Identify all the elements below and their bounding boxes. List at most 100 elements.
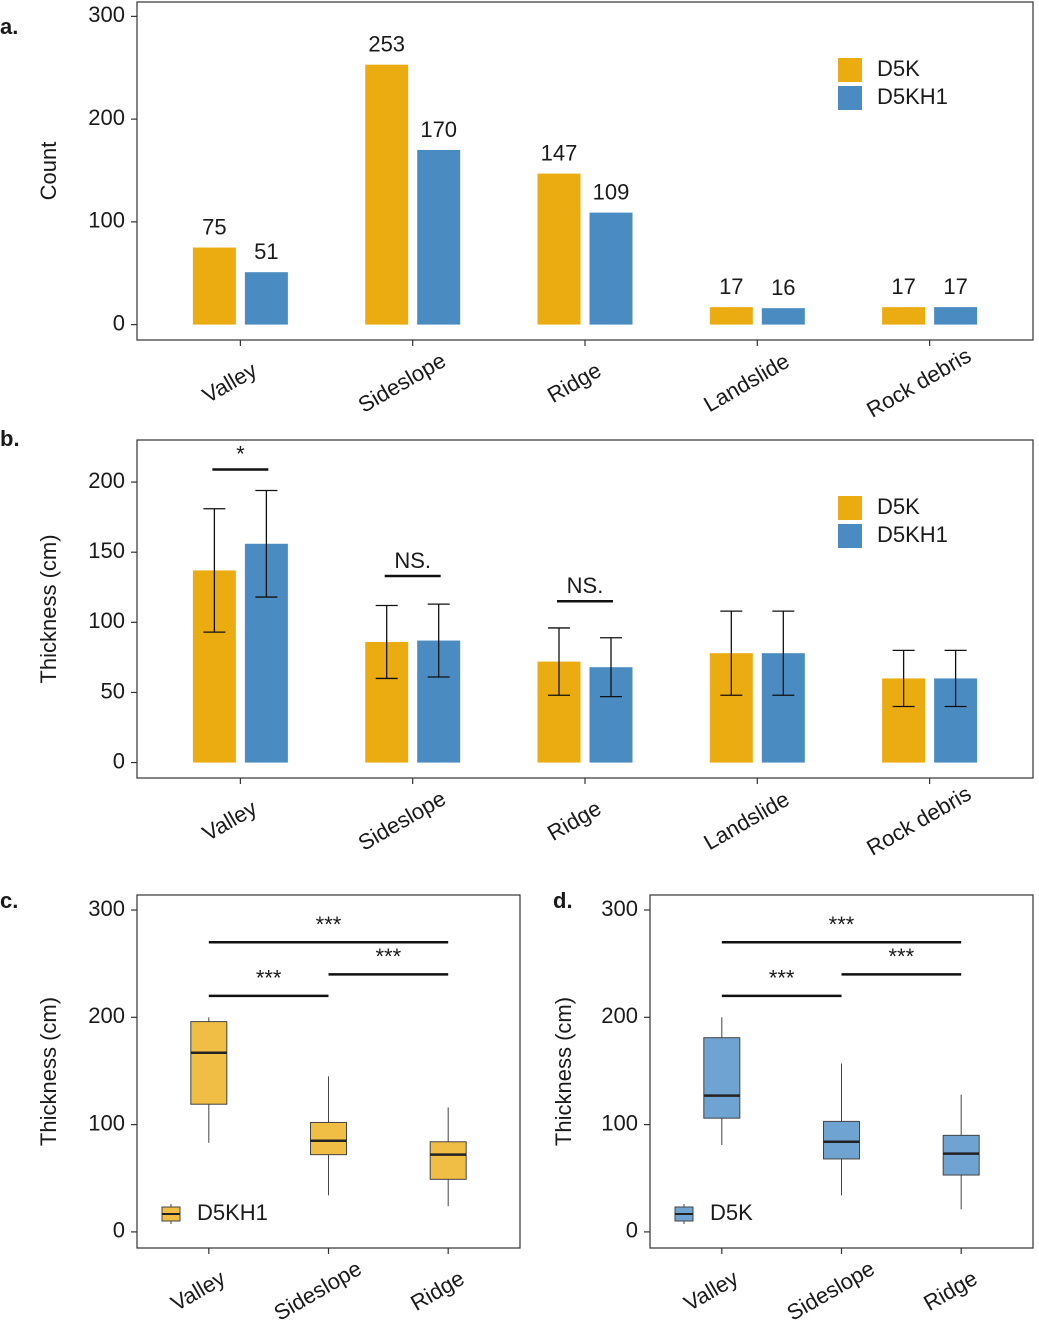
bar — [417, 149, 461, 325]
legend-item: D5KH1 — [838, 522, 948, 548]
box — [310, 1121, 347, 1156]
y-tick-label: 100 — [88, 208, 125, 233]
legend-key — [838, 86, 862, 110]
y-tick-label: 100 — [88, 608, 125, 633]
x-tick-label: Valley — [679, 1265, 742, 1316]
error-bar — [255, 489, 278, 598]
data-label: 75 — [202, 214, 226, 239]
x-tick-label: Ridge — [406, 1265, 468, 1315]
legend-key — [838, 524, 862, 548]
bar — [882, 307, 926, 325]
data-label: 109 — [593, 179, 630, 204]
y-tick-label: 100 — [88, 1110, 125, 1135]
legend-label: D5KH1 — [877, 84, 948, 109]
x-tick-label: Ridge — [543, 795, 605, 845]
bar — [192, 247, 236, 325]
data-label: 253 — [368, 31, 405, 56]
legend-label: D5KH1 — [877, 522, 948, 547]
y-tick-label: 0 — [113, 1218, 125, 1243]
error-bar — [203, 508, 226, 633]
error-bar — [720, 610, 743, 696]
bar — [537, 173, 581, 325]
comparison-label: *** — [316, 912, 342, 937]
significance-label: NS. — [394, 548, 431, 573]
x-tick-label: Valley — [198, 795, 261, 846]
panel: b. Thickness (cm) 0 50 100 150 200 Valley Sidesl… — [0, 426, 1034, 861]
y-tick-label: 150 — [88, 538, 125, 563]
box — [190, 1021, 228, 1105]
bar — [761, 308, 805, 325]
panel-label: b. — [0, 426, 20, 451]
legend-label: D5K — [877, 56, 920, 81]
y-tick-label: 50 — [101, 678, 125, 703]
comparison-label: *** — [889, 944, 915, 969]
legend-item: D5K — [674, 1200, 753, 1225]
legend-item: D5K — [838, 56, 920, 82]
y-tick-label: 100 — [601, 1110, 638, 1135]
x-tick-label: Sideslope — [354, 786, 450, 856]
y-tick-label: 0 — [113, 748, 125, 773]
box — [429, 1141, 467, 1180]
bar — [365, 64, 409, 325]
y-tick-label: 200 — [88, 468, 125, 493]
y-tick-label: 200 — [601, 1003, 638, 1028]
data-label: 16 — [771, 275, 795, 300]
error-bar — [375, 604, 398, 680]
comparison-label: *** — [829, 912, 855, 937]
significance-label: * — [236, 441, 245, 466]
legend-label: D5K — [710, 1200, 753, 1225]
x-tick-label: Valley — [166, 1265, 229, 1316]
data-label: 17 — [891, 274, 915, 299]
bar — [244, 272, 288, 325]
y-axis-title: Thickness (cm) — [36, 997, 61, 1146]
box — [703, 1037, 741, 1119]
y-axis-title: Thickness (cm) — [36, 534, 61, 683]
legend-item: D5KH1 — [838, 84, 948, 110]
y-tick-label: 200 — [88, 1003, 125, 1028]
panel: c. Thickness (cm) 0 100 200 300 Valley Sideslop… — [0, 888, 521, 1326]
y-tick-label: 300 — [88, 896, 125, 921]
significance-label: NS. — [567, 573, 604, 598]
panel: d. Thickness (cm) 0 100 200 300 Valley Sideslop… — [551, 888, 1034, 1326]
panel-label: d. — [553, 888, 573, 913]
panel: a. Count 0 100 200 300 Valley Sideslope Ridge Lan… — [0, 1, 1034, 423]
x-tick-label: Landslide — [699, 786, 793, 855]
legend-item: D5K — [838, 494, 920, 520]
error-bar — [772, 610, 795, 696]
legend-label: D5KH1 — [197, 1200, 268, 1225]
y-tick-label: 200 — [88, 105, 125, 130]
bar — [589, 212, 633, 325]
panel-label: c. — [0, 888, 18, 913]
y-axis-title: Count — [36, 142, 61, 201]
y-tick-label: 0 — [113, 310, 125, 335]
error-bar — [944, 649, 967, 708]
legend-key — [838, 496, 862, 520]
x-tick-label: Sideslope — [783, 1256, 879, 1326]
bar — [934, 307, 978, 325]
y-axis-title: Thickness (cm) — [551, 997, 576, 1146]
legend-label: D5K — [877, 494, 920, 519]
bar — [709, 307, 753, 325]
x-tick-label: Rock debris — [862, 781, 975, 861]
y-tick-label: 0 — [626, 1218, 638, 1243]
comparison-label: *** — [256, 966, 282, 991]
comparison-label: *** — [769, 966, 795, 991]
x-tick-label: Ridge — [543, 357, 605, 407]
y-tick-label: 300 — [88, 2, 125, 27]
x-tick-label: Sideslope — [270, 1256, 366, 1326]
error-bar — [548, 627, 570, 696]
legend-key — [838, 58, 862, 82]
data-label: 170 — [420, 117, 457, 142]
error-bar — [600, 637, 622, 698]
x-tick-label: Ridge — [919, 1265, 981, 1315]
y-tick-label: 300 — [601, 896, 638, 921]
x-tick-label: Rock debris — [862, 343, 975, 423]
data-label: 17 — [943, 274, 967, 299]
box — [942, 1134, 980, 1176]
legend-item: D5KH1 — [161, 1200, 268, 1225]
error-bar — [427, 603, 450, 678]
data-label: 17 — [719, 274, 743, 299]
x-tick-label: Landslide — [699, 348, 793, 417]
